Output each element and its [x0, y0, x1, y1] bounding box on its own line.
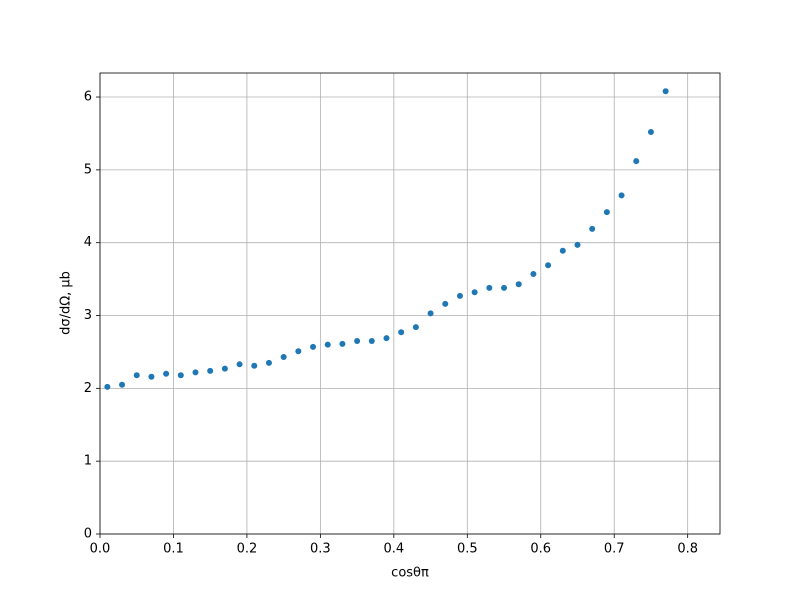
y-tick-label: 3	[84, 308, 92, 323]
data-point	[236, 361, 243, 368]
data-point	[574, 241, 581, 248]
data-point	[310, 343, 317, 350]
data-point	[221, 365, 228, 372]
data-point	[398, 329, 405, 336]
x-tick-label: 0.2	[237, 542, 258, 557]
data-point	[148, 373, 155, 380]
plot-frame	[99, 72, 721, 535]
data-point	[427, 310, 434, 317]
y-tick-label: 0	[84, 527, 92, 542]
data-point	[618, 192, 625, 199]
data-point	[456, 292, 463, 299]
data-point	[486, 284, 493, 291]
data-point	[133, 372, 140, 379]
y-tick-label: 1	[84, 454, 92, 469]
data-point	[368, 338, 375, 345]
data-point	[647, 128, 654, 135]
data-point	[412, 324, 419, 331]
data-point	[339, 340, 346, 347]
data-point	[280, 354, 287, 361]
x-tick-label: 0.1	[163, 542, 184, 557]
data-point	[559, 247, 566, 254]
data-point	[633, 158, 640, 165]
data-point	[501, 284, 508, 291]
data-point	[265, 359, 272, 366]
data-point	[119, 381, 126, 388]
data-point	[192, 369, 199, 376]
data-point	[545, 262, 552, 269]
data-point	[442, 300, 449, 307]
data-point	[163, 370, 170, 377]
y-axis-label: dσ/dΩ, μb	[59, 271, 74, 335]
data-point	[662, 88, 669, 95]
x-tick-label: 0.3	[310, 542, 331, 557]
data-point	[295, 348, 302, 355]
data-point	[471, 289, 478, 296]
x-tick-label: 0.4	[383, 542, 404, 557]
data-point	[383, 335, 390, 342]
data-point	[324, 341, 331, 348]
data-point	[515, 281, 522, 288]
data-point	[104, 383, 111, 390]
data-point	[207, 367, 214, 374]
x-axis-label: cosθπ	[391, 566, 429, 581]
x-tick-label: 0.5	[457, 542, 478, 557]
data-point	[177, 372, 184, 379]
y-tick-label: 4	[84, 235, 92, 250]
data-point	[603, 209, 610, 216]
x-tick-label: 0.7	[604, 542, 625, 557]
data-point	[251, 362, 258, 369]
y-tick-label: 5	[84, 162, 92, 177]
x-tick-label: 0.0	[90, 542, 111, 557]
x-tick-label: 0.8	[677, 542, 698, 557]
data-point	[589, 225, 596, 232]
y-tick-label: 6	[84, 90, 92, 105]
data-point	[530, 271, 537, 278]
y-tick-label: 2	[84, 381, 92, 396]
x-tick-label: 0.6	[530, 542, 551, 557]
data-point	[354, 338, 361, 345]
